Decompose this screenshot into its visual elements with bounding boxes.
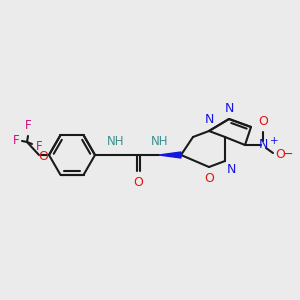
Text: O: O [204,172,214,185]
Text: N: N [224,102,234,115]
Text: +: + [270,136,279,146]
Polygon shape [159,152,181,158]
Text: O: O [275,148,285,161]
Text: O: O [133,176,143,189]
Text: NH: NH [107,135,125,148]
Text: F: F [36,140,43,152]
Text: −: − [283,148,293,160]
Text: F: F [25,119,31,132]
Text: O: O [38,149,48,163]
Text: F: F [12,134,19,146]
Text: N: N [258,139,268,152]
Text: N: N [227,163,236,176]
Text: NH: NH [151,135,169,148]
Text: O: O [258,115,268,128]
Text: N: N [204,113,214,126]
